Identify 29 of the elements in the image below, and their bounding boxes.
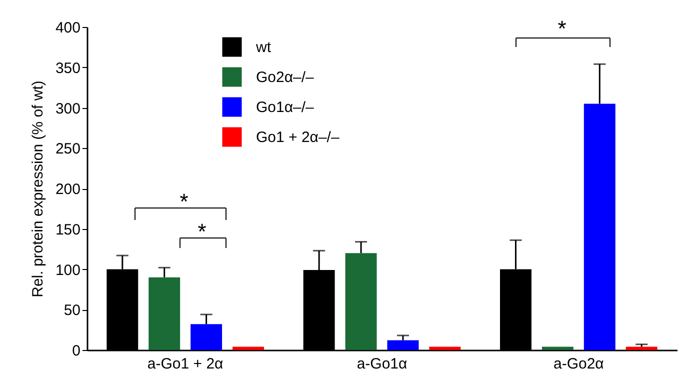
x-tick-label: a-Go1α [356, 356, 408, 372]
bar [584, 104, 616, 350]
bar [626, 346, 658, 350]
x-tick-label: a-Go2α [553, 356, 604, 372]
bar [387, 340, 419, 350]
bar [429, 346, 461, 350]
annotation: * [198, 219, 207, 244]
bar [542, 346, 574, 350]
legend-label: wt [255, 39, 272, 56]
annotation: * [180, 189, 189, 214]
y-tick-label: 150 [55, 221, 80, 238]
y-tick-label: 200 [55, 181, 80, 198]
y-tick-label: 350 [55, 60, 80, 77]
y-tick-label: 100 [55, 262, 80, 279]
y-tick-label: 250 [55, 140, 80, 158]
legend-label: Go1 + 2α–/– [256, 129, 340, 146]
y-tick-label: 50 [64, 302, 80, 320]
bar [148, 277, 180, 350]
bar [232, 346, 264, 350]
y-axis-title: Rel. protein expression (% of wt) [29, 80, 46, 298]
x-tick-label: a-Go1 + 2α [147, 356, 224, 372]
bar [345, 253, 377, 350]
bar [190, 324, 222, 350]
legend-label: Go2α–/– [256, 69, 315, 86]
y-tick-label: 300 [55, 100, 80, 118]
annotation: * [558, 16, 567, 41]
legend-label: Go1α–/– [256, 99, 315, 116]
y-tick-label: 400 [55, 20, 80, 36]
y-tick-label: 0 [72, 342, 80, 360]
